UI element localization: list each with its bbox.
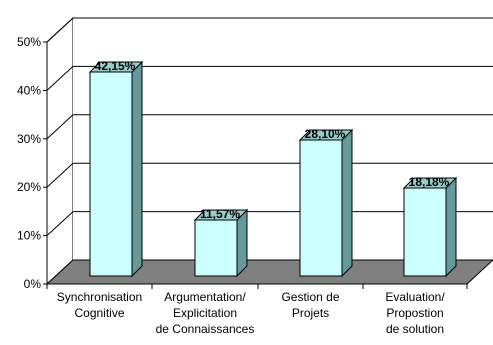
y-tick-label: 20% bbox=[17, 180, 41, 194]
floor bbox=[45, 259, 493, 285]
gridline-side bbox=[46, 114, 74, 140]
bar-side bbox=[445, 176, 457, 278]
bar-2 bbox=[193, 208, 249, 278]
category-label-line: Cognitive bbox=[74, 306, 124, 320]
y-tick-label: 50% bbox=[17, 35, 41, 49]
category-label-line: de Connaissances bbox=[156, 322, 255, 336]
axes bbox=[43, 41, 468, 289]
bar-front bbox=[299, 139, 343, 277]
category-label-line: Argumentation/ bbox=[164, 290, 246, 304]
category-label-line: Projets bbox=[292, 306, 329, 320]
bar-front bbox=[403, 187, 447, 277]
bar-1 bbox=[88, 60, 144, 278]
bar-front bbox=[194, 219, 238, 277]
chart-floor bbox=[45, 259, 493, 285]
category-label: Synchronisation Cognitive bbox=[57, 290, 142, 320]
bar-front bbox=[89, 71, 133, 277]
data-label: 11,57% bbox=[200, 207, 240, 221]
gridline-side bbox=[46, 17, 74, 43]
data-label: 42,15% bbox=[95, 59, 136, 73]
back-wall bbox=[73, 18, 493, 260]
category-label-line: Synchronisation bbox=[57, 290, 142, 304]
y-tick-label: 0% bbox=[24, 277, 42, 291]
bars bbox=[88, 60, 458, 278]
bar-3 bbox=[298, 128, 354, 278]
data-label: 28,10% bbox=[305, 127, 346, 141]
labels: 0% 10% 20% 30% 40% 50% 42,15% 11,57% 28,10% 18,18… bbox=[17, 35, 450, 336]
category-label: Gestion de Projets bbox=[281, 290, 339, 320]
gridline-side bbox=[46, 162, 74, 188]
category-label-line: de solution bbox=[386, 322, 444, 336]
gridline-side bbox=[46, 66, 74, 91]
bar-side bbox=[341, 128, 353, 278]
y-tick-label: 40% bbox=[17, 83, 41, 97]
category-label: Argumentation/Explicitation de Connaissan… bbox=[156, 290, 255, 336]
gridline-side bbox=[46, 211, 74, 236]
category-label-line: Gestion de bbox=[281, 290, 339, 304]
y-tick-label: 10% bbox=[17, 229, 41, 243]
bar-side bbox=[131, 60, 143, 278]
category-label-line: Explicitation bbox=[173, 306, 237, 320]
category-label-line: Evaluation/ bbox=[385, 290, 445, 304]
category-label: Evaluation/Propostion de solution bbox=[385, 290, 445, 336]
bar-4 bbox=[402, 176, 458, 278]
side-wall bbox=[46, 16, 74, 286]
category-label-line: Propostion bbox=[386, 306, 443, 320]
data-label: 18,18% bbox=[409, 175, 450, 189]
y-tick-label: 30% bbox=[17, 132, 41, 146]
